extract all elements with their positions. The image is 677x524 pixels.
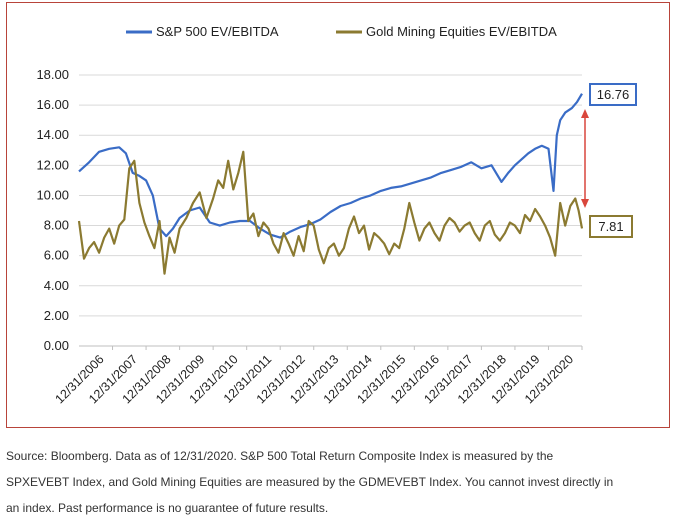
legend: S&P 500 EV/EBITDA Gold Mining Equities E… bbox=[126, 24, 557, 39]
legend-label-gold: Gold Mining Equities EV/EBITDA bbox=[366, 24, 557, 39]
legend-label-sp500: S&P 500 EV/EBITDA bbox=[156, 24, 279, 39]
y-axis: 0.00 2.00 4.00 6.00 8.00 10.00 12.00 14.00 16.00… bbox=[36, 67, 69, 353]
grid bbox=[79, 74, 582, 347]
y-tick-label: 14.00 bbox=[36, 127, 69, 142]
y-tick-label: 10.00 bbox=[36, 187, 69, 202]
footnote-line-1: Source: Bloomberg. Data as of 12/31/2020… bbox=[6, 449, 554, 463]
x-axis: 12/31/200612/31/200712/31/200812/31/2009… bbox=[53, 345, 583, 406]
end-label-box-gold bbox=[589, 215, 633, 238]
end-label-box-sp500 bbox=[589, 83, 637, 106]
chart-frame bbox=[6, 2, 670, 428]
series-line-gold bbox=[77, 150, 584, 275]
y-tick-label: 16.00 bbox=[36, 97, 69, 112]
end-label-sp500: 16.76 bbox=[597, 87, 630, 102]
series-group bbox=[77, 93, 584, 275]
spread-arrow-head-top bbox=[581, 109, 589, 118]
y-tick-label: 6.00 bbox=[44, 248, 69, 263]
annotations: 16.76 7.81 bbox=[581, 83, 637, 238]
footnote-line-3: an index. Past performance is no guarant… bbox=[6, 501, 329, 515]
spread-arrow-head-bottom bbox=[581, 199, 589, 208]
footnote: Source: Bloomberg. Data as of 12/31/2020… bbox=[6, 443, 674, 521]
y-tick-label: 2.00 bbox=[44, 308, 69, 323]
y-tick-label: 0.00 bbox=[44, 338, 69, 353]
footnote-line-2: SPXEVEBT Index, and Gold Mining Equities… bbox=[6, 475, 614, 489]
line-chart: S&P 500 EV/EBITDA Gold Mining Equities E… bbox=[36, 24, 637, 406]
y-tick-label: 8.00 bbox=[44, 218, 69, 233]
end-label-gold: 7.81 bbox=[598, 219, 623, 234]
y-tick-label: 12.00 bbox=[36, 157, 69, 172]
y-tick-label: 4.00 bbox=[44, 278, 69, 293]
y-tick-label: 18.00 bbox=[36, 67, 69, 82]
